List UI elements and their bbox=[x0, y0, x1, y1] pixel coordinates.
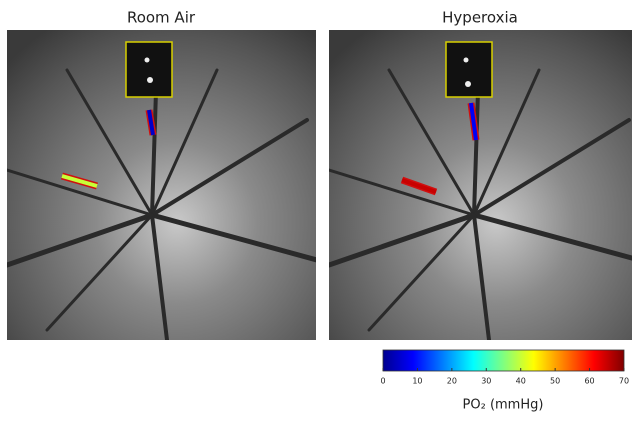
tick-label: 40 bbox=[516, 377, 526, 386]
panel-title: Room Air bbox=[127, 9, 196, 27]
tick-label: 0 bbox=[380, 377, 385, 386]
panel-right: Hyperoxia bbox=[329, 9, 632, 341]
figure: Room Air Hyperoxia PO₂ (mmHg) 0 10 20 30 40 5… bbox=[0, 0, 632, 418]
tick-label: 50 bbox=[550, 377, 560, 386]
inset bbox=[446, 42, 492, 97]
tick-label: 20 bbox=[447, 377, 457, 386]
tick-label: 30 bbox=[481, 377, 491, 386]
tick-label: 70 bbox=[619, 377, 629, 386]
panel-title: Hyperoxia bbox=[442, 9, 518, 27]
colorbar-label: PO₂ (mmHg) bbox=[463, 398, 544, 413]
tick-label: 60 bbox=[584, 377, 594, 386]
panel-left: Room Air bbox=[7, 9, 317, 341]
inset bbox=[126, 42, 172, 97]
colorbar bbox=[383, 350, 624, 371]
tick-label: 10 bbox=[412, 377, 422, 386]
